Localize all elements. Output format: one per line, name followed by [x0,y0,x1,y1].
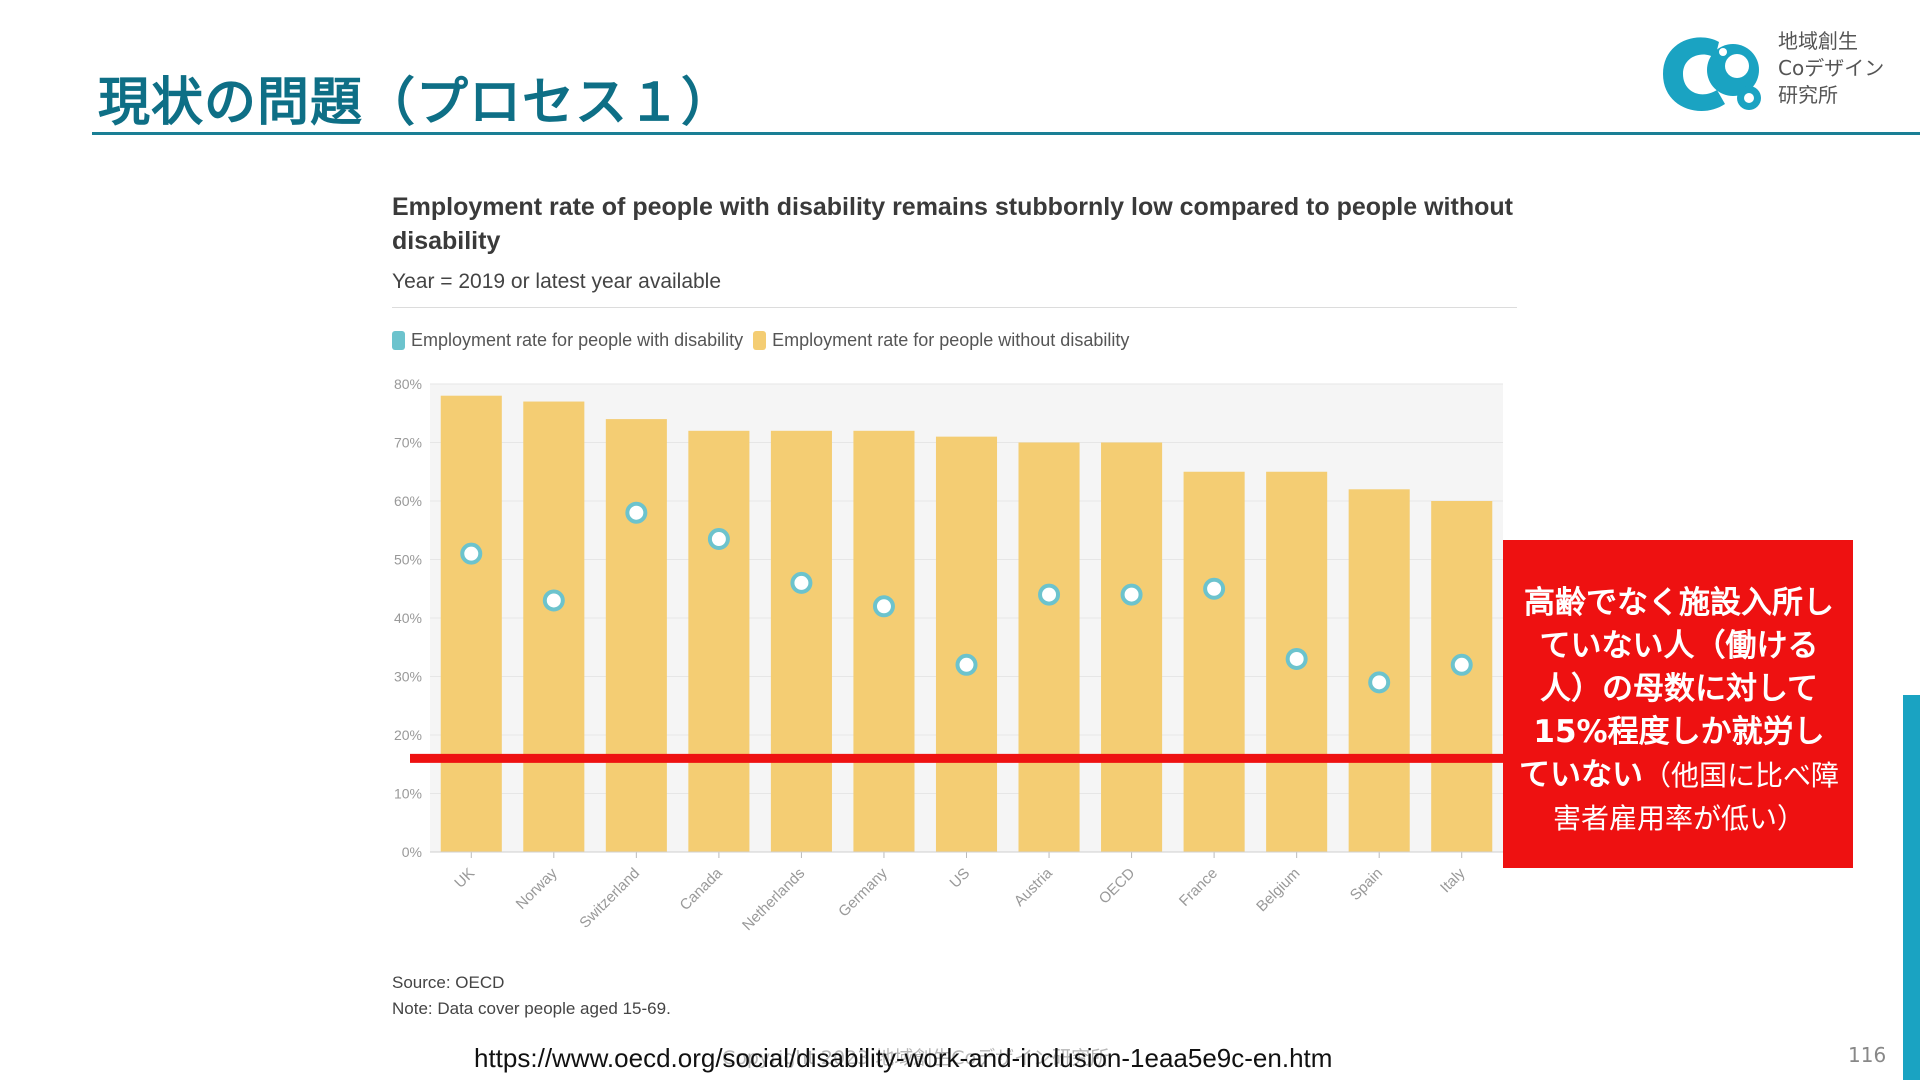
callout-bold-text: 高齢でなく施設入所していない人（働ける人）の母数に対して15%程度しか就労してい… [1519,585,1834,793]
x-tick-label: OECD [1096,865,1139,908]
legend-item-disability: Employment rate for people with disabili… [392,330,743,351]
bar [770,430,832,852]
bar [440,395,502,852]
page-number: 116 [1848,1043,1887,1067]
y-tick-label: 30% [394,669,422,685]
data-point [872,595,895,618]
chart-header-divider [392,307,1517,308]
chart-subtitle: Year = 2019 or latest year available [392,270,722,293]
y-tick-label: 50% [394,552,422,568]
data-point [1038,583,1061,606]
y-tick-label: 80% [394,376,422,392]
y-tick-label: 70% [394,435,422,451]
chart-note: Note: Data cover people aged 15-69. [392,999,671,1018]
bar [605,419,667,852]
legend-swatch-no-disability [753,331,767,350]
logo-mark-icon [1663,37,1761,112]
data-point [1285,647,1308,670]
data-point [460,542,483,565]
y-tick-label: 10% [394,786,422,802]
bar [853,430,915,852]
x-tick-label: Austria [1011,864,1056,909]
data-point [790,571,813,594]
chart-source-block: Source: OECD Note: Data cover people age… [392,970,671,1022]
bar [1018,442,1080,852]
logo-line-1: 地域創生 [1778,29,1858,53]
data-point [1450,653,1473,676]
bar [935,436,998,852]
bar [1101,442,1163,852]
x-tick-label: France [1176,865,1221,910]
data-point [1203,577,1226,600]
y-tick-label: 60% [394,493,422,509]
legend-label-disability: Employment rate for people with disabili… [411,330,744,350]
logo-line-3: 研究所 [1778,83,1838,107]
data-point [542,589,565,612]
x-tick-label: Switzerland [576,865,643,932]
data-point [1368,671,1391,694]
x-tick-label: Germany [835,864,891,920]
callout-normal-text: （他国に比べ障害者雇用率が低い） [1552,759,1840,835]
bar [688,430,750,852]
legend-item-no-disability: Employment rate for people without disab… [753,330,1129,351]
bar [1431,501,1493,852]
chart-title: Employment rate of people with disabilit… [392,193,1513,255]
data-point [625,501,648,524]
data-point [955,653,978,676]
x-tick-label: Spain [1347,865,1386,904]
x-tick-label: Norway [513,864,561,912]
callout-box: 高齢でなく施設入所していない人（働ける人）の母数に対して15%程度しか就労してい… [1503,540,1853,868]
bar [1348,489,1410,852]
copyright: Copyright 2023 地域創生Coデザイン研究所 [722,1047,1110,1069]
x-tick-label: UK [451,865,478,892]
bar [523,401,585,852]
title-divider [92,132,1920,135]
side-accent-bar [1903,695,1920,1080]
data-point [1120,583,1143,606]
employment-rate-chart: 0% 10% 20% 30% 40% 50% 60% 70% 80% UK Norway Switze… [394,376,1507,934]
logo: 地域創生 Coデザイン 研究所 [1655,22,1920,122]
y-tick-label: 0% [402,844,422,860]
legend-label-no-disability: Employment rate for people without disab… [772,330,1130,350]
x-tick-label: Italy [1437,864,1469,896]
chart-source: Source: OECD [392,973,505,992]
data-point [707,528,730,551]
logo-line-2: Coデザイン [1778,56,1885,80]
x-tick-label: US [947,865,974,892]
y-tick-label: 20% [394,727,422,743]
x-tick-label: Canada [677,864,727,914]
x-tick-label: Belgium [1253,865,1303,915]
logo-text: 地域創生 Coデザイン 研究所 [1778,28,1918,109]
slide-title: 現状の問題（プロセス１） [98,73,735,133]
legend-swatch-disability [392,331,405,350]
bar [1183,471,1245,852]
x-tick-label: Netherlands [739,865,808,934]
source-url: https://www.oecd.org/social/disability-w… [474,1043,1333,1073]
y-tick-label: 40% [394,610,422,626]
legend: Employment rate for people with disabili… [392,330,1139,351]
